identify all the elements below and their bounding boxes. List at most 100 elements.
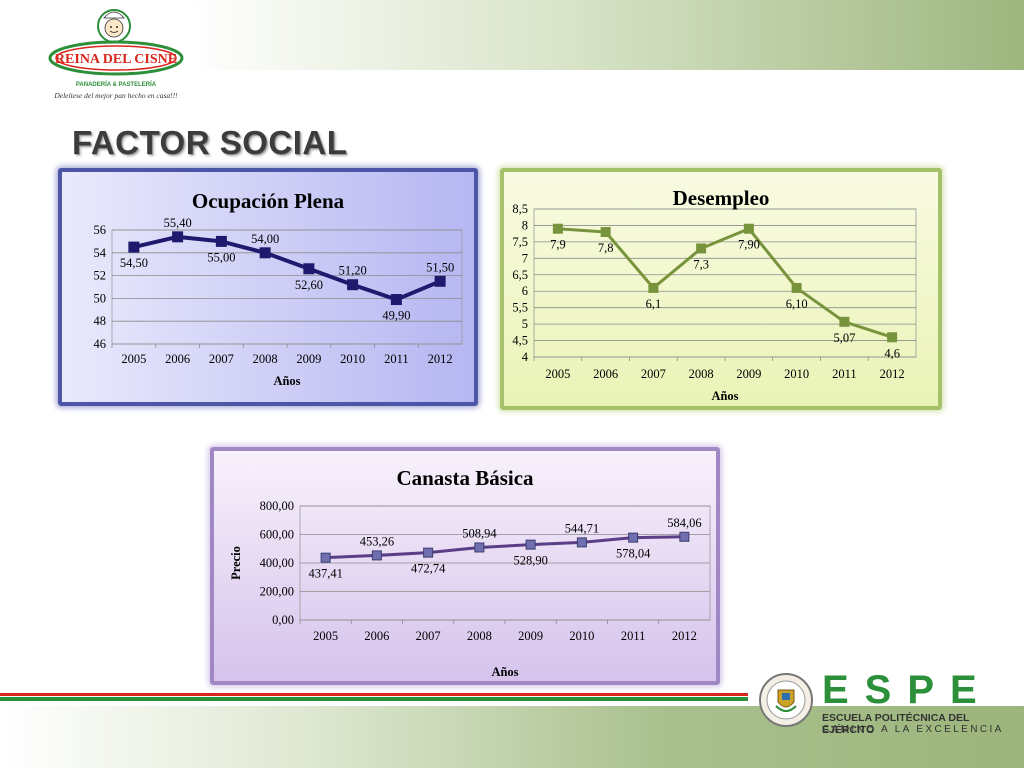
- x-tick-label: 2008: [253, 352, 278, 366]
- y-tick-label: 56: [94, 223, 107, 237]
- data-point: [434, 275, 446, 287]
- x-tick-label: 2010: [340, 352, 365, 366]
- x-tick-label: 2011: [832, 367, 857, 381]
- x-tick-label: 2006: [165, 352, 190, 366]
- y-tick-label: 7: [522, 251, 528, 265]
- y-tick-label: 200,00: [260, 585, 294, 599]
- y-tick-label: 4,5: [512, 334, 528, 348]
- x-tick-label: 2007: [641, 367, 666, 381]
- x-tick-label: 2009: [296, 352, 321, 366]
- y-tick-label: 6,5: [512, 268, 528, 282]
- chart-title: Desempleo: [673, 186, 770, 210]
- data-label: 437,41: [308, 567, 342, 581]
- data-point: [743, 223, 754, 234]
- logo-brand: REINA DEL CISNE: [55, 52, 177, 67]
- data-label: 453,26: [360, 534, 394, 548]
- chart-ocupacion-plena: 46 48 50 52 54 56 2005 2006 2007 2008 2009 2010 2011…: [94, 189, 463, 388]
- data-point: [628, 532, 639, 543]
- data-point: [679, 531, 690, 542]
- data-point: [259, 247, 271, 259]
- reina-del-cisne-logo: REINA DEL CISNE PANADERÍA & PASTELERÍA D…: [38, 4, 198, 104]
- chart-title: Ocupación Plena: [192, 189, 345, 213]
- x-tick-label: 2010: [784, 367, 809, 381]
- y-tick-label: 800,00: [260, 499, 294, 513]
- data-point: [474, 542, 485, 553]
- data-point: [128, 241, 140, 253]
- data-label: 7,90: [738, 238, 760, 252]
- data-label: 508,94: [462, 526, 497, 540]
- data-label: 6,10: [786, 297, 808, 311]
- y-axis-label: Precio: [229, 546, 243, 580]
- data-label: 7,8: [598, 241, 614, 255]
- y-tick-label: 8,5: [512, 202, 528, 216]
- data-point: [371, 550, 382, 561]
- data-label: 52,60: [295, 278, 323, 292]
- data-point: [172, 231, 184, 243]
- y-tick-label: 7,5: [512, 235, 528, 249]
- y-tick-label: 5,5: [512, 301, 528, 315]
- data-label: 544,71: [565, 521, 599, 535]
- x-tick-label: 2005: [121, 352, 146, 366]
- x-tick-label: 2005: [545, 367, 570, 381]
- data-label: 5,07: [833, 331, 855, 345]
- chart-panel-ocupacion-plena: 46 48 50 52 54 56 2005 2006 2007 2008 2009 2010 2011…: [58, 168, 478, 406]
- chart-panel-desempleo: 4 4,5 5 5,5 6 6,5 7 7,5 8 8,5 2005 2006 2007 2008 2009…: [500, 168, 942, 410]
- series-line: [557, 227, 893, 339]
- x-tick-label: 2008: [689, 367, 714, 381]
- data-label: 7,9: [550, 238, 566, 252]
- x-axis-label: Años: [711, 389, 738, 403]
- data-label: 528,90: [513, 554, 547, 568]
- x-tick-label: 2006: [593, 367, 618, 381]
- x-tick-label: 2011: [384, 352, 409, 366]
- data-label: 578,04: [616, 547, 651, 561]
- y-tick-label: 6: [522, 284, 528, 298]
- footer-stripe-green: [0, 697, 748, 701]
- data-label: 54,50: [120, 256, 148, 270]
- x-tick-label: 2009: [518, 629, 543, 643]
- data-label: 6,1: [646, 297, 662, 311]
- data-label: 51,50: [426, 260, 454, 274]
- data-point: [887, 332, 898, 343]
- data-point: [390, 294, 402, 306]
- x-tick-label: 2012: [672, 629, 697, 643]
- y-tick-label: 4: [522, 350, 529, 364]
- espe-wordmark: ESPE: [822, 668, 993, 712]
- espe-name: ESCUELA POLITÉCNICA DEL EJÉRCITO: [822, 712, 970, 736]
- chef-logo-icon: REINA DEL CISNE PANADERÍA & PASTELERÍA D…: [48, 9, 184, 100]
- espe-motto: CAMINO A LA EXCELENCIA: [822, 724, 1004, 735]
- data-point: [696, 243, 707, 254]
- chart-panel-canasta-basica: 0,00 200,00 400,00 600,00 800,00 2005 2006 2007…: [210, 447, 720, 685]
- data-label: 7,3: [693, 257, 709, 271]
- footer-band: [0, 706, 1024, 768]
- y-tick-label: 52: [94, 269, 107, 283]
- data-point: [576, 537, 587, 548]
- data-label: 51,20: [339, 264, 367, 278]
- data-point: [320, 552, 331, 563]
- x-tick-label: 2010: [569, 629, 594, 643]
- x-tick-label: 2007: [209, 352, 234, 366]
- page-title: FACTOR SOCIAL: [72, 124, 348, 161]
- data-label: 54,00: [251, 232, 279, 246]
- data-point: [552, 223, 563, 234]
- chart-desempleo: 4 4,5 5 5,5 6 6,5 7 7,5 8 8,5 2005 2006 2007 2008 2009…: [512, 186, 917, 403]
- data-point: [303, 263, 315, 275]
- x-tick-label: 2008: [467, 629, 492, 643]
- y-tick-label: 46: [94, 337, 107, 351]
- y-tick-label: 0,00: [272, 613, 294, 627]
- footer-stripe-red: [0, 693, 748, 696]
- logo-subtitle: PANADERÍA & PASTELERÍA: [76, 80, 157, 88]
- series-line: [325, 535, 685, 560]
- data-label: 584,06: [667, 516, 701, 530]
- data-point: [525, 539, 536, 550]
- data-label: 4,6: [884, 346, 900, 360]
- y-tick-label: 400,00: [260, 556, 294, 570]
- y-tick-label: 5: [522, 317, 528, 331]
- data-point: [215, 235, 227, 247]
- x-tick-label: 2012: [880, 367, 905, 381]
- data-label: 55,40: [164, 216, 192, 230]
- y-tick-label: 54: [94, 246, 107, 260]
- x-tick-label: 2007: [416, 629, 441, 643]
- plot-area: [111, 229, 463, 345]
- data-point: [423, 547, 434, 558]
- espe-emblem-icon: [759, 673, 813, 727]
